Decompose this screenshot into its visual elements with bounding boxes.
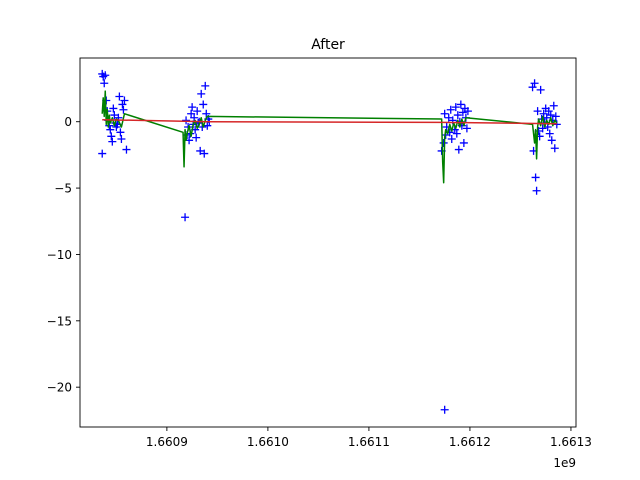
scatter-point: [109, 104, 118, 113]
trend-line: [101, 90, 558, 184]
chart-title: After: [311, 37, 345, 53]
scatter-point: [463, 107, 472, 116]
plot-area: [98, 69, 561, 414]
scatter-point: [100, 79, 109, 88]
scatter-point: [536, 85, 545, 94]
scatter-point: [440, 405, 449, 414]
scatter-point: [531, 173, 540, 182]
scatter-point: [444, 113, 453, 122]
baseline-line: [102, 118, 557, 125]
scatter-point: [101, 71, 110, 80]
scatter-point: [549, 101, 558, 110]
scatter-point: [197, 89, 206, 98]
scatter-point: [116, 128, 125, 137]
y-tick-label: 0: [64, 115, 72, 129]
scatter-point: [533, 107, 542, 116]
axes-frame: [79, 57, 577, 428]
scatter-point: [200, 149, 209, 158]
scatter-point: [199, 100, 208, 109]
scatter-point: [462, 124, 471, 133]
y-tick-label: −5: [54, 182, 72, 196]
scatter-point: [440, 109, 449, 118]
scatter-point: [547, 136, 556, 145]
scatter-point: [439, 138, 448, 147]
x-tick-label: 1.6611: [348, 435, 390, 449]
scatter-point: [193, 107, 202, 116]
x-axis-offset-label: 1e9: [553, 456, 576, 470]
scatter-point: [190, 113, 199, 122]
scatter-point: [107, 132, 116, 141]
scatter-point: [459, 138, 468, 147]
scatter-point: [530, 79, 539, 88]
scatter-point: [550, 144, 559, 153]
scatter-point: [122, 145, 131, 154]
scatter-point: [117, 134, 126, 143]
x-tick-label: 1.6610: [247, 435, 289, 449]
scatter-point: [451, 103, 460, 112]
scatter-point: [108, 137, 117, 146]
scatter-point: [447, 134, 456, 143]
scatter-point: [196, 146, 205, 155]
scatter-point: [182, 116, 191, 125]
y-tick-label: −15: [47, 314, 72, 328]
x-tick-label: 1.6613: [550, 435, 592, 449]
plot-content: [98, 69, 561, 414]
scatter-point: [110, 111, 119, 120]
scatter-point: [551, 112, 560, 121]
scatter-point: [106, 125, 115, 134]
scatter-point: [192, 133, 201, 142]
x-axis-ticks: 1.6609 1.6610 1.6611 1.6612 1.6613: [146, 427, 592, 449]
scatter-point: [446, 105, 455, 114]
scatter-point: [201, 81, 210, 90]
scatter-point: [115, 92, 124, 101]
scatter-point: [452, 129, 461, 138]
y-axis-ticks: 0 −5 −10 −15 −20: [47, 115, 80, 395]
scatter-point: [98, 149, 107, 158]
scatter-point: [532, 186, 541, 195]
scatter-point: [545, 129, 554, 138]
scatter-point: [181, 213, 190, 222]
y-tick-label: −10: [47, 248, 72, 262]
scatter-point: [453, 111, 462, 120]
scatter-point: [202, 109, 211, 118]
scatter-point: [454, 145, 463, 154]
scatter-point: [456, 100, 465, 109]
scatter-point: [188, 103, 197, 112]
y-tick-label: −20: [47, 381, 72, 395]
scatter-point: [538, 124, 547, 133]
x-tick-label: 1.6609: [146, 435, 188, 449]
scatter-point: [120, 96, 129, 105]
x-tick-label: 1.6612: [449, 435, 491, 449]
scatter-point: [119, 105, 128, 114]
